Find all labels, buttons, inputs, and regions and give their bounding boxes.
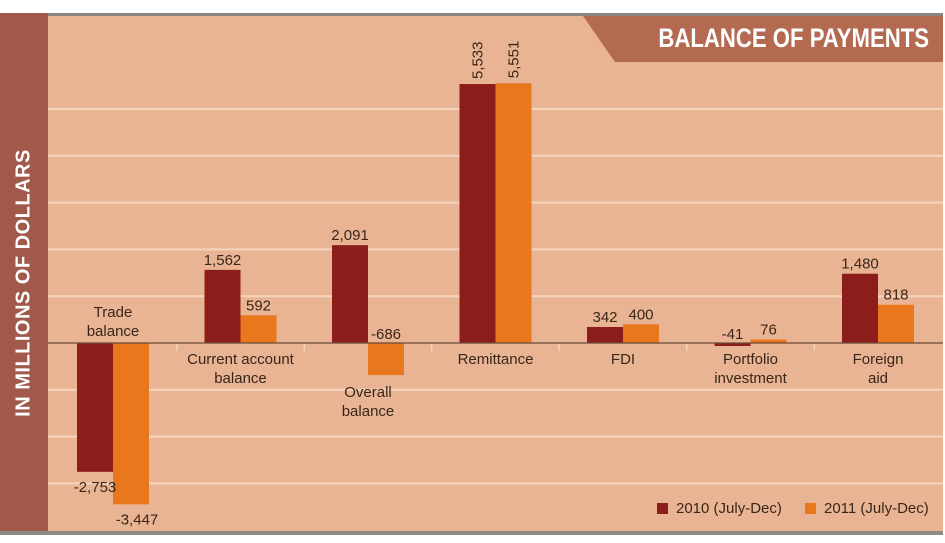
category-label: balance [342, 403, 395, 420]
title-banner: BALANCE OF PAYMENTS [583, 16, 943, 62]
data-label: -686 [371, 326, 401, 343]
data-label: 5,533 [470, 42, 487, 80]
category-label: investment [714, 370, 787, 387]
bar-2010 [459, 84, 496, 343]
legend-item-2010: 2010 (July-Dec) [657, 500, 782, 517]
legend-swatch-2010 [657, 503, 668, 514]
bars [77, 83, 914, 505]
data-label: -3,447 [116, 511, 159, 528]
data-label: 76 [760, 321, 777, 338]
zero-axis [48, 342, 943, 351]
data-labels: -2,753 -3,447 1,562 592 2,091 -686 5,533 5,551 3… [74, 41, 909, 529]
data-label: 342 [592, 309, 617, 326]
bar-2010 [204, 269, 241, 343]
data-label: 5,551 [506, 41, 523, 79]
bar-2011 [495, 83, 532, 344]
category-label: Remittance [458, 351, 534, 368]
category-label: balance [214, 370, 267, 387]
data-label: -41 [722, 326, 744, 343]
data-label: 1,480 [841, 256, 879, 273]
data-label: 400 [628, 306, 653, 323]
legend-label-2010: 2010 (July-Dec) [676, 500, 782, 517]
data-label: 818 [883, 287, 908, 304]
category-label: balance [87, 323, 140, 340]
bar-2011 [113, 343, 149, 505]
data-label: 592 [246, 297, 271, 314]
bar-2010 [77, 343, 113, 472]
category-labels: Trade balance Current account balance Overal… [87, 304, 904, 420]
chart-title: BALANCE OF PAYMENTS [658, 23, 929, 53]
category-label: Current account [187, 351, 295, 368]
category-label: Overall [344, 384, 392, 401]
category-label: Portfolio [723, 351, 778, 368]
bar-2011 [240, 315, 277, 343]
y-axis-label-band: IN MILLIONS OF DOLLARS [0, 13, 48, 535]
category-label: FDI [611, 351, 635, 368]
legend-swatch-2011 [805, 503, 816, 514]
data-label: -2,753 [74, 479, 117, 496]
bar-2010 [587, 326, 623, 343]
bottom-border [0, 531, 943, 535]
data-label: 2,091 [331, 227, 369, 244]
category-label: Foreign [853, 351, 904, 368]
legend-item-2011: 2011 (July-Dec) [805, 500, 929, 517]
bar-2010 [714, 343, 751, 346]
bar-2010 [842, 273, 878, 343]
bar-2011 [750, 339, 787, 343]
top-border [48, 13, 943, 16]
data-label: 1,562 [204, 252, 242, 269]
category-label: aid [868, 370, 888, 387]
category-label: Trade [94, 304, 133, 321]
bar-2010 [332, 245, 368, 343]
bar-2011 [623, 324, 659, 343]
bar-2011 [878, 304, 914, 343]
bar-2011 [368, 343, 404, 376]
legend-label-2011: 2011 (July-Dec) [824, 500, 929, 517]
